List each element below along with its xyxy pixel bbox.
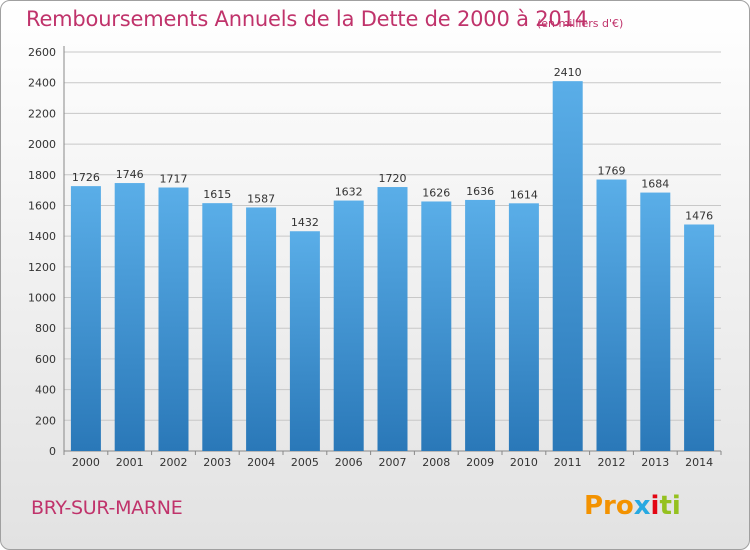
bar (289, 231, 320, 451)
y-tick-label: 1800 (28, 169, 56, 182)
bar (333, 200, 364, 451)
logo-part: i (650, 491, 660, 521)
y-tick-label: 400 (35, 384, 56, 397)
y-tick-label: 2400 (28, 77, 56, 90)
data-label: 1684 (641, 178, 669, 191)
x-tick-label: 2003 (203, 456, 231, 469)
bar (246, 207, 277, 451)
data-label: 1432 (291, 216, 319, 229)
x-tick-label: 2012 (598, 456, 626, 469)
commune-name: BRY-SUR-MARNE (31, 497, 183, 519)
x-tick-label: 2013 (641, 456, 669, 469)
bar (465, 199, 496, 451)
bar (114, 183, 145, 451)
chart-title: Remboursements Annuels de la Dette de 20… (26, 7, 588, 31)
data-label: 1615 (203, 188, 231, 201)
data-label: 1726 (72, 171, 100, 184)
y-tick-label: 1400 (28, 230, 56, 243)
y-tick-label: 1600 (28, 199, 56, 212)
x-tick-label: 2014 (685, 456, 713, 469)
bar (202, 203, 233, 451)
y-tick-label: 0 (49, 445, 56, 458)
logo-part: ti (659, 491, 681, 521)
data-label: 1587 (247, 192, 275, 205)
bar (158, 187, 189, 452)
x-tick-label: 2010 (510, 456, 538, 469)
y-tick-label: 1000 (28, 292, 56, 305)
chart-unit: (en milliers d'€) (537, 17, 624, 30)
x-tick-label: 2006 (335, 456, 363, 469)
x-tick-label: 2002 (160, 456, 188, 469)
logo-part: Pro (584, 491, 634, 521)
data-label: 1636 (466, 185, 494, 198)
data-label: 1769 (598, 165, 626, 178)
x-tick-label: 2009 (466, 456, 494, 469)
data-label: 1632 (335, 186, 363, 199)
labels: 0 200 400 600 800 1000 1200 1400 1600 1800 2000 220… (28, 46, 713, 469)
x-tick-label: 2000 (72, 456, 100, 469)
data-label: 1614 (510, 188, 538, 201)
x-tick-label: 2005 (291, 456, 319, 469)
bar (640, 192, 671, 451)
bar (508, 203, 539, 451)
x-tick-label: 2007 (379, 456, 407, 469)
bar (684, 224, 715, 451)
bar (377, 187, 408, 452)
bar (552, 81, 583, 452)
x-tick-label: 2001 (116, 456, 144, 469)
y-tick-label: 1200 (28, 261, 56, 274)
logo-part: x (633, 491, 651, 521)
bar (70, 186, 101, 452)
data-label: 1720 (379, 172, 407, 185)
x-tick-label: 2008 (422, 456, 450, 469)
x-tick-label: 2004 (247, 456, 275, 469)
bars (70, 81, 715, 452)
data-label: 1717 (160, 173, 188, 186)
bar (421, 201, 452, 451)
x-tick-label: 2011 (554, 456, 582, 469)
data-label: 1476 (685, 209, 713, 222)
data-label: 1746 (116, 168, 144, 181)
proxiti-logo: Proxiti (584, 491, 681, 521)
data-label: 1626 (422, 186, 450, 199)
y-tick-label: 2000 (28, 138, 56, 151)
bar (596, 179, 627, 451)
y-tick-label: 600 (35, 353, 56, 366)
y-tick-label: 800 (35, 322, 56, 335)
y-tick-label: 2600 (28, 46, 56, 59)
y-tick-label: 200 (35, 414, 56, 427)
data-label: 2410 (554, 66, 582, 79)
y-tick-label: 2200 (28, 107, 56, 120)
